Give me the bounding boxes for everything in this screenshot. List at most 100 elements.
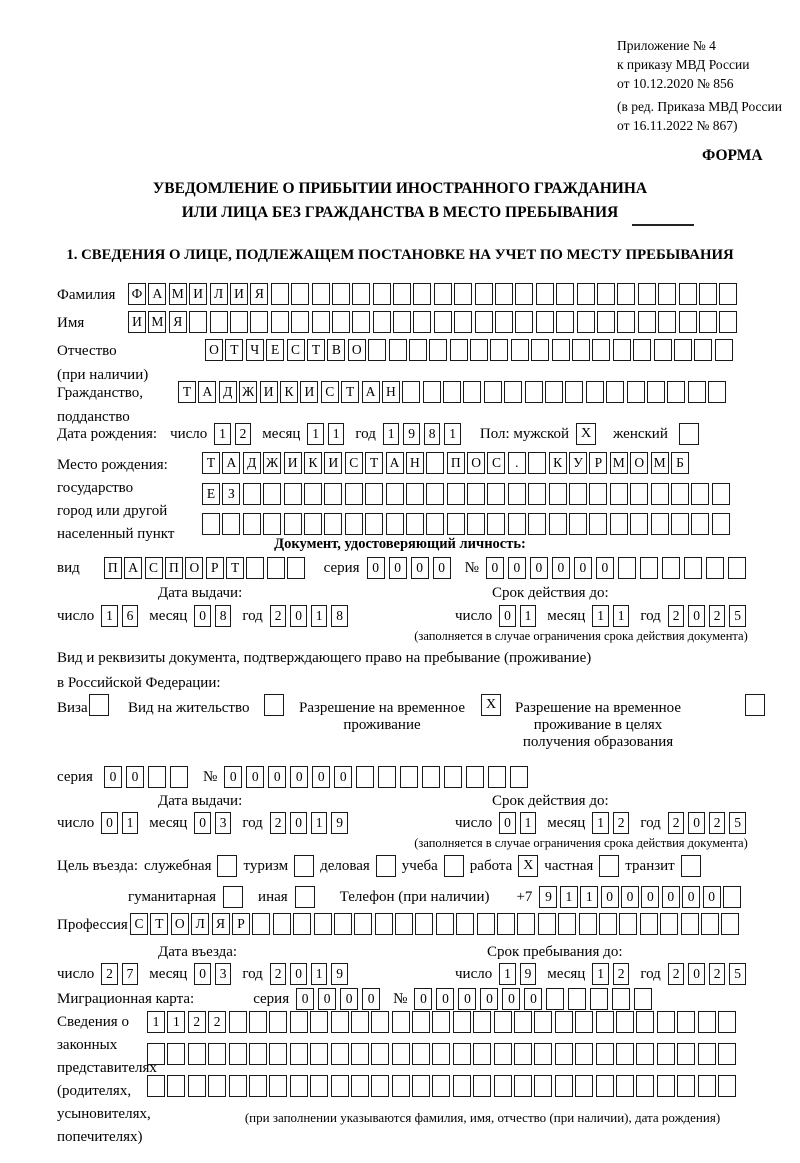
char-box[interactable] bbox=[697, 1075, 716, 1097]
char-box[interactable] bbox=[432, 1043, 451, 1065]
char-box[interactable] bbox=[524, 381, 543, 403]
char-box[interactable]: И bbox=[283, 452, 302, 474]
purpose-transit-checkbox[interactable] bbox=[680, 855, 701, 877]
char-box[interactable] bbox=[721, 913, 740, 935]
char-box[interactable] bbox=[535, 311, 554, 333]
char-box[interactable] bbox=[350, 1075, 369, 1097]
char-box[interactable] bbox=[432, 1011, 451, 1033]
char-box[interactable]: 2 bbox=[708, 963, 726, 985]
char-box[interactable] bbox=[289, 1043, 308, 1065]
char-box[interactable]: 1 bbox=[327, 423, 345, 445]
char-box[interactable] bbox=[446, 513, 465, 535]
char-box[interactable] bbox=[493, 1043, 512, 1065]
char-box[interactable] bbox=[590, 988, 609, 1010]
char-box[interactable]: Ж bbox=[263, 452, 282, 474]
char-box[interactable] bbox=[167, 1043, 186, 1065]
char-box[interactable]: 9 bbox=[539, 886, 558, 908]
char-box[interactable]: Л bbox=[191, 913, 210, 935]
char-box[interactable]: 0 bbox=[499, 605, 516, 627]
char-box[interactable]: П bbox=[103, 557, 122, 579]
char-box[interactable]: 0 bbox=[101, 812, 118, 834]
char-box[interactable] bbox=[534, 1075, 553, 1097]
char-box[interactable] bbox=[405, 483, 424, 505]
char-box[interactable] bbox=[402, 381, 421, 403]
char-box[interactable]: 0 bbox=[362, 988, 381, 1010]
char-box[interactable] bbox=[452, 1011, 471, 1033]
char-box[interactable] bbox=[531, 339, 550, 361]
char-box[interactable]: 2 bbox=[269, 605, 287, 627]
char-box[interactable]: 3 bbox=[214, 812, 232, 834]
char-box[interactable]: 0 bbox=[688, 812, 705, 834]
char-box[interactable] bbox=[546, 988, 565, 1010]
char-box[interactable] bbox=[598, 913, 617, 935]
char-box[interactable] bbox=[368, 339, 387, 361]
char-box[interactable] bbox=[565, 381, 584, 403]
char-box[interactable] bbox=[705, 557, 724, 579]
char-box[interactable]: 2 bbox=[612, 963, 630, 985]
char-box[interactable] bbox=[413, 283, 432, 305]
char-box[interactable] bbox=[324, 513, 343, 535]
char-box[interactable]: К bbox=[279, 381, 298, 403]
char-box[interactable]: Т bbox=[178, 381, 196, 403]
char-box[interactable]: 1 bbox=[592, 605, 609, 627]
char-box[interactable] bbox=[650, 483, 669, 505]
char-box[interactable]: 0 bbox=[702, 886, 721, 908]
char-box[interactable]: М bbox=[609, 452, 628, 474]
char-box[interactable]: 9 bbox=[519, 963, 537, 985]
char-box[interactable]: 1 bbox=[559, 886, 578, 908]
char-box[interactable]: 0 bbox=[224, 766, 243, 788]
char-box[interactable] bbox=[656, 1075, 675, 1097]
char-box[interactable] bbox=[495, 283, 514, 305]
char-box[interactable] bbox=[426, 452, 445, 474]
char-box[interactable]: С bbox=[286, 339, 305, 361]
char-box[interactable]: 7 bbox=[121, 963, 139, 985]
char-box[interactable] bbox=[432, 1075, 451, 1097]
char-box[interactable] bbox=[222, 513, 241, 535]
char-box[interactable]: П bbox=[446, 452, 465, 474]
char-box[interactable] bbox=[556, 283, 575, 305]
char-box[interactable] bbox=[576, 311, 595, 333]
char-box[interactable]: 0 bbox=[529, 557, 548, 579]
char-box[interactable] bbox=[452, 1075, 471, 1097]
char-box[interactable] bbox=[291, 311, 310, 333]
char-box[interactable] bbox=[400, 766, 419, 788]
char-box[interactable] bbox=[589, 513, 608, 535]
char-box[interactable]: Д bbox=[218, 381, 237, 403]
char-box[interactable] bbox=[330, 1011, 349, 1033]
char-box[interactable] bbox=[324, 483, 343, 505]
char-box[interactable] bbox=[711, 513, 730, 535]
char-box[interactable] bbox=[575, 1011, 594, 1033]
char-box[interactable] bbox=[656, 1011, 675, 1033]
char-box[interactable]: И bbox=[189, 283, 208, 305]
char-box[interactable] bbox=[660, 913, 679, 935]
char-box[interactable] bbox=[385, 483, 404, 505]
char-box[interactable] bbox=[617, 557, 636, 579]
char-box[interactable] bbox=[515, 311, 534, 333]
char-box[interactable] bbox=[263, 513, 282, 535]
char-box[interactable] bbox=[333, 913, 352, 935]
char-box[interactable] bbox=[454, 283, 473, 305]
char-box[interactable] bbox=[242, 513, 261, 535]
char-box[interactable]: 1 bbox=[310, 605, 328, 627]
char-box[interactable] bbox=[467, 513, 486, 535]
residence-permit-checkbox[interactable] bbox=[264, 694, 284, 716]
char-box[interactable] bbox=[548, 513, 567, 535]
char-box[interactable] bbox=[413, 311, 432, 333]
char-box[interactable]: 9 bbox=[331, 963, 348, 985]
char-box[interactable]: . bbox=[507, 452, 526, 474]
char-box[interactable] bbox=[592, 339, 611, 361]
char-box[interactable]: 1 bbox=[519, 812, 537, 834]
char-box[interactable] bbox=[374, 913, 393, 935]
char-box[interactable]: 1 bbox=[499, 963, 516, 985]
char-box[interactable] bbox=[517, 913, 536, 935]
char-box[interactable] bbox=[331, 311, 350, 333]
char-box[interactable]: Л bbox=[209, 283, 228, 305]
char-box[interactable]: 0 bbox=[312, 766, 331, 788]
char-box[interactable] bbox=[551, 339, 570, 361]
char-box[interactable] bbox=[354, 913, 373, 935]
